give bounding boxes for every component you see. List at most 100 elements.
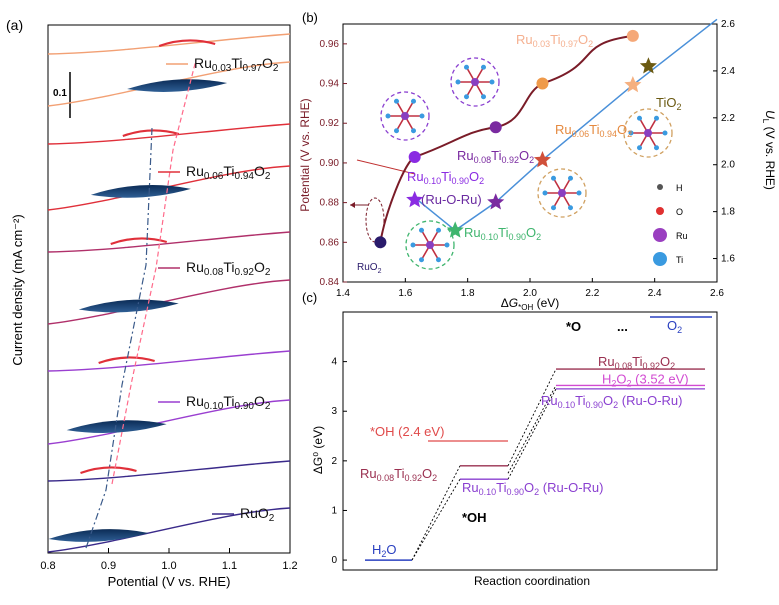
atom-ti — [419, 113, 425, 119]
step-connector — [507, 368, 557, 467]
energy-level-label: Ru0.10​Ti0.90​O2​ (Ru-O-Ru) — [462, 480, 603, 497]
y-tick-label: 0.90 — [320, 158, 340, 169]
axis-arrowhead — [350, 202, 355, 208]
cv-curve-reverse — [47, 399, 291, 445]
y2-tick-label: 2.0 — [721, 160, 735, 171]
scale-bar-label: 0.1 — [53, 88, 67, 99]
legend-label: O — [676, 207, 683, 217]
x-tick-label: 1.0 — [161, 560, 176, 572]
theoretical-star — [446, 221, 464, 238]
step-connector — [411, 478, 461, 561]
legend-swatch — [653, 252, 667, 266]
label-o2: O2​ — [667, 318, 682, 335]
y-tick-label: 0.88 — [320, 198, 340, 209]
cv-reduction-band — [127, 79, 228, 92]
atom-ti — [551, 175, 556, 181]
y-tick-label: 0.86 — [320, 237, 340, 248]
experimental-point — [489, 121, 502, 134]
atom-ti — [385, 113, 391, 119]
label-ruoru: (Ru-O-Ru) — [421, 192, 482, 207]
panel-b-structure-insets — [350, 57, 673, 270]
x-tick-label: 2.0 — [523, 288, 537, 299]
atom-ti — [662, 130, 668, 136]
x-tick-label: 0.8 — [40, 560, 55, 572]
cv-peak-forward — [110, 237, 168, 246]
x-tick-label: 1.2 — [282, 560, 297, 572]
series-label: Ru0.06​Ti0.94​O2​ — [186, 163, 271, 182]
structure-inset — [380, 91, 430, 141]
atom-ti — [436, 257, 441, 263]
pointer-line — [356, 159, 416, 175]
legend-label: H — [676, 183, 683, 193]
x-tick-label: 2.2 — [585, 288, 599, 299]
panel-a-x-ticks: 0.8 0.9 1.0 1.1 1.2 — [40, 548, 298, 572]
cv-curve-forward — [47, 123, 291, 145]
label-ruo2: RuO2​ — [357, 262, 382, 275]
y2-tick-label: 2.4 — [721, 66, 735, 77]
atom-ru — [401, 112, 409, 120]
legend-swatch — [653, 228, 667, 242]
x-tick-label: 1.4 — [336, 288, 350, 299]
panel-c-ylabel: ΔG⁰ (eV) — [311, 426, 325, 474]
legend-label: Ru — [676, 231, 688, 241]
x-tick-label: 1.1 — [222, 560, 237, 572]
theoretical-star — [406, 190, 424, 208]
x-tick-label: 1.6 — [398, 288, 412, 299]
y-tick-label: 3 — [331, 406, 337, 417]
atom-ti — [637, 115, 642, 121]
step-connector — [507, 388, 557, 480]
label-ru010: Ru0.10​Ti0.90​O2​ — [407, 169, 484, 186]
atom-ti — [542, 190, 548, 196]
theoretical-star — [533, 151, 552, 168]
cv-curve-reverse — [47, 507, 291, 553]
cv-reduction-band — [66, 420, 167, 433]
structure-inset — [450, 57, 500, 107]
label-ru003: Ru0.03​Ti0.97​O2​ — [516, 32, 593, 49]
label-o: *O — [566, 319, 581, 334]
cv-reduction-band — [48, 529, 149, 542]
legend-swatch — [657, 184, 663, 190]
x-tick-label: 2.4 — [648, 288, 662, 299]
y-tick-label: 0.92 — [320, 118, 340, 129]
atom-ti — [464, 94, 469, 100]
series-label: Ru0.10​Ti0.90​O2​ — [186, 393, 271, 412]
label-tio2: TiO2​ — [656, 95, 681, 112]
panel-b-labels: RuO2​ Ru0.03​Ti0.97​O2​ Ru0.06​Ti0.94​O2​ R… — [357, 32, 681, 275]
atom-ti — [489, 79, 495, 85]
label-oh: *OH — [462, 510, 487, 525]
experimental-point — [408, 150, 421, 163]
experimental-point — [626, 29, 639, 42]
energy-level-label: Ru0.08​Ti0.92​O2​ — [598, 354, 675, 371]
panel-c-frame — [342, 311, 718, 571]
energy-level-label: Ru0.08​Ti0.92​O2​ — [360, 466, 437, 483]
atom-ti — [411, 98, 416, 104]
label-dots: ... — [617, 319, 628, 334]
series-label: Ru0.03​Ti0.97​O2​ — [194, 55, 279, 74]
x-tick-label: 2.6 — [710, 288, 724, 299]
panel-c-levels — [365, 316, 712, 561]
cv-peak-forward — [98, 356, 155, 365]
atom-ti — [436, 227, 441, 233]
structure-inset — [537, 168, 587, 218]
panel-b-legend: H O Ru Ti — [653, 183, 688, 266]
panel-b-ylabel: Potential (V vs. RHE) — [298, 98, 312, 211]
legend-swatch — [656, 207, 664, 215]
y2-tick-label: 2.6 — [721, 19, 735, 30]
panel-b-y2label: UL (V vs. RHE) — [761, 110, 777, 190]
atom-ru — [644, 129, 652, 137]
atom-ti — [568, 205, 573, 211]
label-ru010-green: Ru0.10​Ti0.90​O2​ — [464, 225, 541, 242]
series-label: Ru0.08​Ti0.92​O2​ — [186, 259, 271, 278]
panel-b-ticks: 1.4 1.6 1.8 2.0 2.2 2.4 2.6 0.84 0.86 0.88 0.90 0.9… — [320, 19, 736, 299]
atom-ti — [568, 175, 573, 181]
cv-reduction-band — [90, 185, 191, 198]
panel-b-xlabel: ΔG*OH (eV) — [501, 296, 560, 312]
y2-tick-label: 1.8 — [721, 207, 735, 218]
atom-ti — [394, 128, 399, 134]
y-tick-label: 1 — [331, 505, 337, 516]
trend-line-reduction — [85, 127, 153, 549]
y2-tick-label: 2.2 — [721, 113, 735, 124]
atom-ti — [551, 205, 556, 211]
panel-c: (c) 0 1 2 3 4 Reaction coordination ΔG⁰ (eV)… — [302, 290, 718, 588]
